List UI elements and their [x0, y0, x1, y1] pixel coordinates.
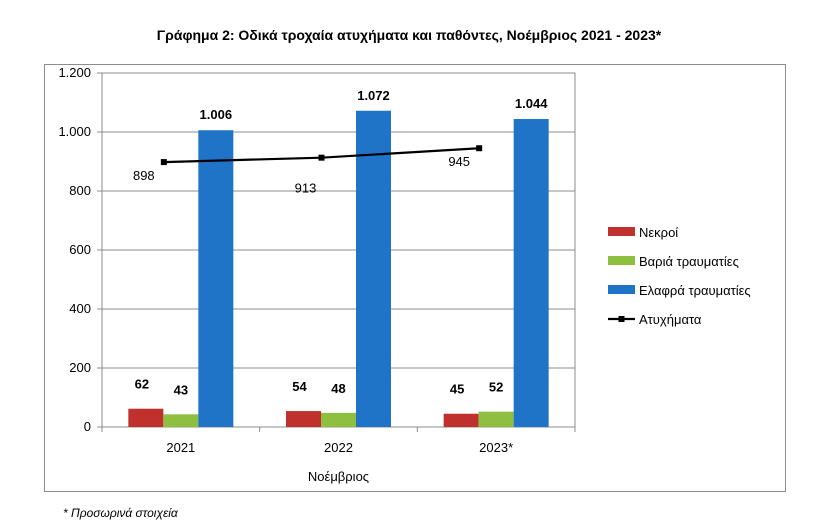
data-label: 52	[489, 380, 503, 395]
y-tick-label: 1.000	[58, 124, 91, 139]
bar-Ελαφρά τραυματίες	[513, 119, 549, 428]
y-tick-label: 200	[69, 360, 91, 375]
footnote: * Προσωρινά στοιχεία	[63, 506, 178, 520]
line-data-label: 945	[448, 154, 470, 169]
legend-label: Ατυχήματα	[639, 312, 702, 327]
data-label: 1.006	[200, 107, 233, 122]
bar-Νεκροί	[128, 408, 164, 427]
y-tick-label: 400	[69, 301, 91, 316]
line-data-label: 898	[133, 168, 155, 183]
data-label: 62	[135, 377, 149, 392]
legend-swatch	[608, 256, 635, 265]
x-tick-label: 2021	[166, 440, 195, 455]
legend-label: Νεκροί	[639, 225, 678, 240]
chart-frame	[44, 64, 786, 492]
legend-swatch	[608, 285, 635, 294]
bar-Νεκροί	[443, 413, 479, 427]
data-label: 54	[292, 379, 307, 394]
bar-Νεκροί	[286, 411, 321, 427]
bar-Ελαφρά τραυματίες	[356, 110, 391, 427]
y-tick-label: 0	[84, 419, 91, 434]
x-tick-label: 2022	[324, 440, 353, 455]
legend-swatch	[608, 227, 635, 236]
bar-Βαριά τραυματίες	[478, 411, 514, 427]
chart-title: Γράφημα 2: Οδικά τροχαία ατυχήματα και π…	[156, 27, 662, 43]
legend-marker	[618, 316, 625, 322]
line-data-label: 913	[295, 181, 317, 196]
data-label: 48	[331, 381, 345, 396]
y-tick-label: 800	[69, 183, 91, 198]
data-label: 45	[450, 382, 464, 397]
legend-label: Βαριά τραυματίες	[639, 254, 739, 269]
data-label: 43	[174, 382, 188, 397]
data-label: 1.072	[357, 88, 390, 103]
data-label: 1.044	[515, 96, 548, 111]
bar-Ελαφρά τραυματίες	[198, 130, 234, 428]
x-tick-label: 2023*	[479, 440, 513, 455]
bar-Βαριά τραυματίες	[163, 414, 199, 427]
legend-label: Ελαφρά τραυματίες	[639, 283, 751, 298]
bar-Βαριά τραυματίες	[321, 412, 356, 427]
y-tick-label: 1.200	[58, 65, 91, 80]
line-marker	[476, 145, 483, 152]
line-marker	[318, 154, 325, 161]
y-tick-label: 600	[69, 242, 91, 257]
line-marker	[160, 159, 167, 166]
x-axis-title: Νοέμβριος	[308, 469, 369, 484]
